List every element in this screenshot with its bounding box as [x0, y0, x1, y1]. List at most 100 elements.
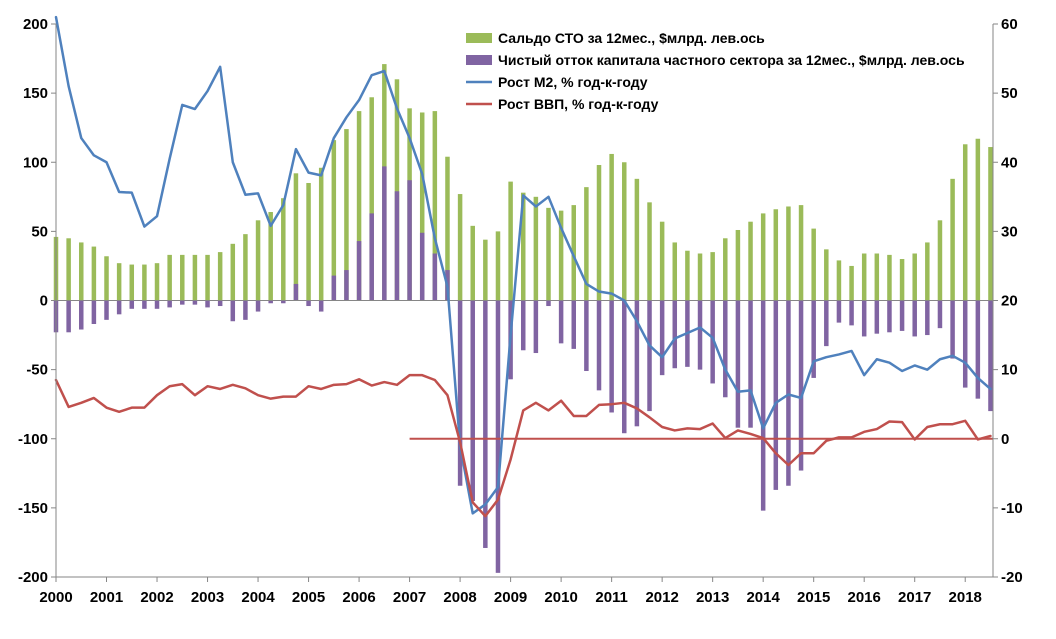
bar-capital-outflow: [116, 300, 122, 315]
bar-capital-outflow: [293, 283, 299, 301]
bar-capital-outflow: [659, 300, 665, 376]
x-tick-label: 2011: [595, 589, 628, 606]
bar-capital-outflow: [230, 300, 236, 322]
bar-capital-outflow: [849, 300, 854, 326]
right-tick-label: -20: [1001, 569, 1023, 586]
right-tick-label: 0: [1001, 431, 1009, 448]
bar-current-account: [192, 254, 198, 301]
bar-current-account: [811, 228, 816, 301]
bar-current-account: [419, 112, 425, 301]
legend-item-current-account: Сальдо СТО за 12мес., $млрд. лев.ось: [466, 30, 765, 46]
bar-current-account: [230, 243, 236, 301]
bar-capital-outflow: [344, 270, 349, 301]
right-tick-label: 30: [1001, 223, 1018, 240]
bar-capital-outflow: [520, 300, 526, 351]
bar-capital-outflow: [975, 300, 981, 399]
bar-current-account: [180, 254, 185, 301]
bar-current-account: [824, 249, 829, 301]
bar-current-account: [887, 254, 892, 301]
x-tick-label: 2013: [696, 589, 729, 606]
axes-layer: -200-150-100-50050100150200-20-100102030…: [18, 16, 1023, 606]
bar-capital-outflow: [710, 300, 715, 384]
right-tick-label: 50: [1001, 85, 1018, 102]
bar-capital-outflow: [988, 300, 993, 412]
line-gdp-growth: [54, 373, 992, 518]
bar-current-account: [293, 173, 299, 301]
x-tick-label: 2018: [949, 589, 982, 606]
bar-current-account: [647, 202, 652, 301]
bar-capital-outflow: [962, 300, 968, 388]
bar-capital-outflow: [584, 300, 589, 372]
bar-capital-outflow: [546, 300, 551, 307]
bar-current-account: [925, 242, 930, 301]
bar-capital-outflow: [154, 300, 160, 309]
bar-capital-outflow: [192, 300, 198, 305]
bar-current-account: [748, 221, 753, 301]
bar-current-account: [167, 254, 172, 301]
right-tick-label: -10: [1001, 500, 1023, 517]
left-tick-label: 150: [23, 85, 48, 102]
x-tick-label: 2015: [797, 589, 830, 606]
bar-capital-outflow: [596, 300, 602, 391]
x-tick-label: 2008: [443, 589, 476, 606]
lines-layer: [54, 15, 992, 518]
bar-capital-outflow: [622, 300, 627, 434]
bar-capital-outflow: [205, 300, 210, 308]
bar-capital-outflow: [419, 232, 425, 301]
left-tick-label: -200: [18, 569, 48, 586]
bar-current-account: [457, 194, 463, 301]
bar-capital-outflow: [318, 300, 324, 312]
bar-current-account: [723, 238, 728, 301]
bar-current-account: [950, 178, 955, 301]
bar-current-account: [836, 260, 842, 301]
bar-current-account: [962, 144, 968, 301]
x-tick-label: 2004: [241, 589, 275, 606]
bar-capital-outflow: [394, 191, 400, 301]
bar-capital-outflow: [217, 300, 223, 307]
bar-capital-outflow: [432, 253, 438, 301]
left-tick-label: -100: [18, 431, 48, 448]
bar-capital-outflow: [407, 180, 412, 301]
legend-item-capital-outflow: Чистый отток капитала частного сектора з…: [466, 52, 965, 68]
bar-current-account: [255, 220, 261, 301]
bar-capital-outflow: [836, 300, 842, 323]
bar-current-account: [975, 138, 981, 301]
bar-capital-outflow: [697, 300, 703, 370]
bar-current-account: [798, 205, 804, 301]
bar-capital-outflow: [912, 300, 917, 337]
bar-current-account: [217, 252, 223, 301]
legend-label: Чистый отток капитала частного сектора з…: [498, 52, 965, 68]
x-tick-label: 2016: [848, 589, 881, 606]
bar-current-account: [899, 259, 905, 301]
bar-capital-outflow: [773, 300, 779, 490]
bar-capital-outflow: [786, 300, 791, 486]
bar-current-account: [558, 210, 564, 301]
bar-capital-outflow: [255, 300, 261, 312]
left-tick-label: -150: [18, 500, 48, 517]
bar-current-account: [508, 181, 513, 301]
bar-current-account: [584, 187, 589, 301]
bar-capital-outflow: [533, 300, 539, 354]
bar-capital-outflow: [571, 300, 576, 349]
bar-current-account: [988, 147, 993, 301]
bar-capital-outflow: [824, 300, 829, 347]
bar-capital-outflow: [243, 300, 248, 320]
bar-capital-outflow: [104, 300, 109, 320]
bar-current-account: [861, 253, 867, 301]
bar-capital-outflow: [167, 300, 172, 308]
bar-current-account: [268, 212, 273, 301]
x-tick-label: 2017: [898, 589, 931, 606]
right-tick-label: 10: [1001, 362, 1018, 379]
bar-current-account: [533, 196, 539, 301]
bar-current-account: [685, 250, 690, 301]
bar-capital-outflow: [142, 300, 147, 309]
bar-current-account: [432, 111, 438, 301]
bar-current-account: [344, 129, 349, 301]
bar-capital-outflow: [79, 300, 84, 330]
bar-capital-outflow: [861, 300, 867, 337]
bar-capital-outflow: [483, 300, 488, 548]
bar-current-account: [154, 263, 160, 301]
bar-current-account: [937, 220, 943, 301]
